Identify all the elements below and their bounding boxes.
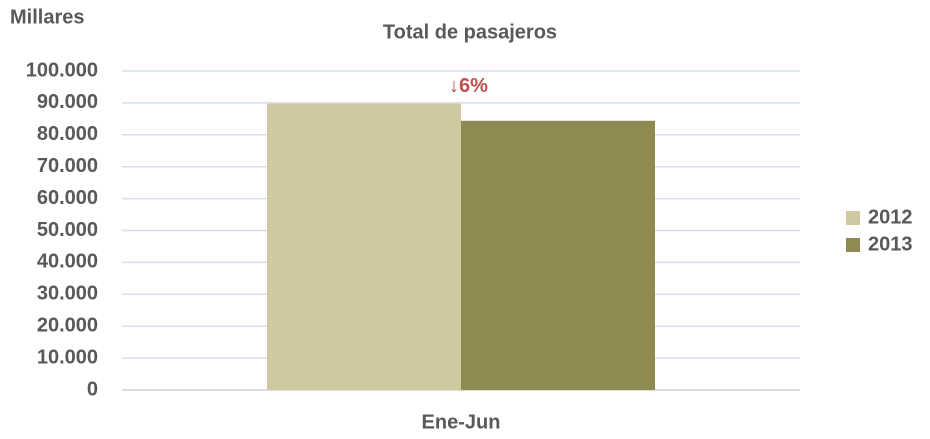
y-tick-label: 70.000 <box>37 155 98 177</box>
y-tick-label: 20.000 <box>37 314 98 336</box>
annotation: ↓6% <box>449 75 488 97</box>
y-tick-label: 80.000 <box>37 123 98 145</box>
legend-swatch <box>846 211 860 225</box>
y-tick-label: 40.000 <box>37 251 98 273</box>
legend-swatch <box>846 238 860 252</box>
y-tick-label: 100.000 <box>26 59 98 81</box>
bar <box>267 103 461 391</box>
chart-title: Total de pasajeros <box>383 21 557 43</box>
x-tick-label: Ene-Jun <box>422 411 501 433</box>
y-tick-label: 30.000 <box>37 283 98 305</box>
y-tick-label: 60.000 <box>37 187 98 209</box>
legend-label: 2013 <box>868 233 913 255</box>
legend-label: 2012 <box>868 206 913 228</box>
y-tick-label: 10.000 <box>37 346 98 368</box>
y-tick-label: 50.000 <box>37 219 98 241</box>
bar <box>461 120 655 390</box>
y-axis-label: Millares <box>10 6 84 28</box>
y-tick-label: 90.000 <box>37 91 98 113</box>
y-tick-label: 0 <box>87 378 98 400</box>
